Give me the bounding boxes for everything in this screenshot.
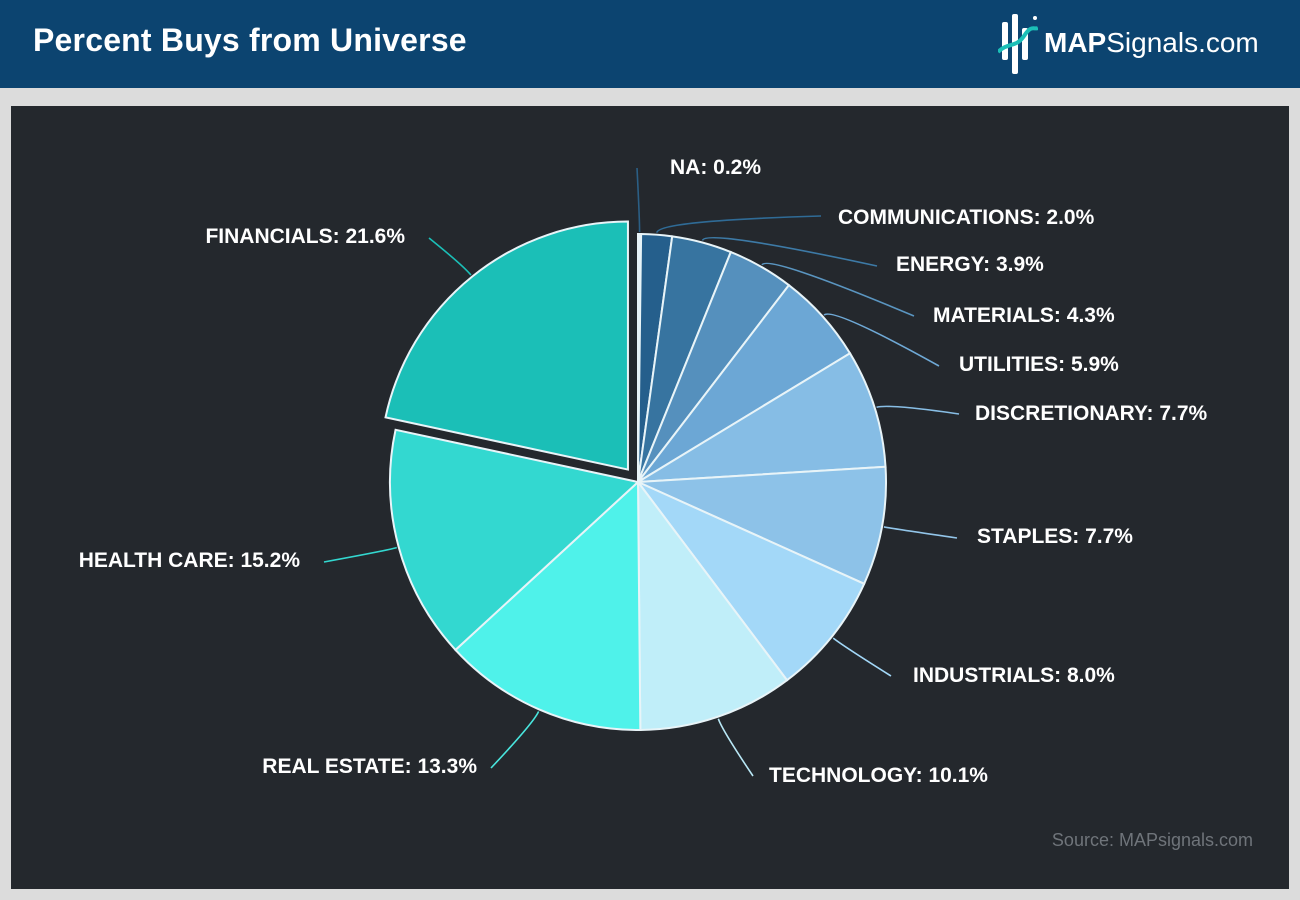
pie-slice-technology[interactable] xyxy=(636,478,789,731)
chart-panel: NA: 0.2% COMMUNICATIONS: 2.0% ENERGY: 3.9%… xyxy=(11,106,1289,889)
brand-logo[interactable]: MAPSignals.com xyxy=(998,12,1288,76)
slice-label: COMMUNICATIONS: 2.0% xyxy=(838,206,1095,229)
leader-line xyxy=(823,313,940,367)
leader-line xyxy=(883,526,958,539)
leader-lines xyxy=(323,167,960,777)
pie-slice-staples[interactable] xyxy=(637,465,887,586)
header-bar: Percent Buys from Universe MAPSignals.co… xyxy=(0,0,1300,88)
slice-label: HEALTH CARE: 15.2% xyxy=(79,549,301,572)
logo-wordmark: MAPSignals.com xyxy=(1044,27,1259,59)
slice-label: INDUSTRIALS: 8.0% xyxy=(913,664,1115,687)
source-note: Source: MAPsignals.com xyxy=(1051,830,1253,850)
leader-line xyxy=(323,546,397,563)
leader-line xyxy=(761,262,915,317)
slice-label: UTILITIES: 5.9% xyxy=(959,353,1119,376)
leader-line xyxy=(876,405,960,415)
pie-slice-discretionary[interactable] xyxy=(637,351,887,483)
slice-label: TECHNOLOGY: 10.1% xyxy=(769,764,988,787)
slice-label: FINANCIALS: 21.6% xyxy=(205,225,405,248)
slice-label: REAL ESTATE: 13.3% xyxy=(262,755,477,778)
slice-labels: NA: 0.2% COMMUNICATIONS: 2.0% ENERGY: 3.9%… xyxy=(79,156,1208,787)
leader-line xyxy=(701,236,878,267)
slice-label: STAPLES: 7.7% xyxy=(977,525,1133,548)
pie-slice-health-care[interactable] xyxy=(389,428,641,652)
slice-label: DISCRETIONARY: 7.7% xyxy=(975,402,1208,425)
logo-wordmark-bold: MAP xyxy=(1044,27,1107,58)
slice-label: ENERGY: 3.9% xyxy=(896,253,1044,276)
logo-wordmark-rest: Signals.com xyxy=(1106,27,1259,58)
pie-slice-real-estate[interactable] xyxy=(454,479,642,731)
pie-slice-industrials[interactable] xyxy=(637,481,866,682)
page-title: Percent Buys from Universe xyxy=(33,22,467,58)
leader-line xyxy=(832,637,892,677)
leader-line xyxy=(636,167,641,233)
slice-label: MATERIALS: 4.3% xyxy=(933,304,1115,327)
pie-slice-financials[interactable] xyxy=(384,220,629,471)
map-signals-logo-icon xyxy=(998,14,1038,74)
pie-slices xyxy=(384,220,887,731)
pie-chart: NA: 0.2% COMMUNICATIONS: 2.0% ENERGY: 3.9%… xyxy=(79,156,1208,787)
slice-label: NA: 0.2% xyxy=(670,156,761,179)
leader-line xyxy=(428,237,472,276)
leader-line xyxy=(717,718,754,777)
leader-line xyxy=(656,215,822,234)
leader-line xyxy=(490,711,540,769)
